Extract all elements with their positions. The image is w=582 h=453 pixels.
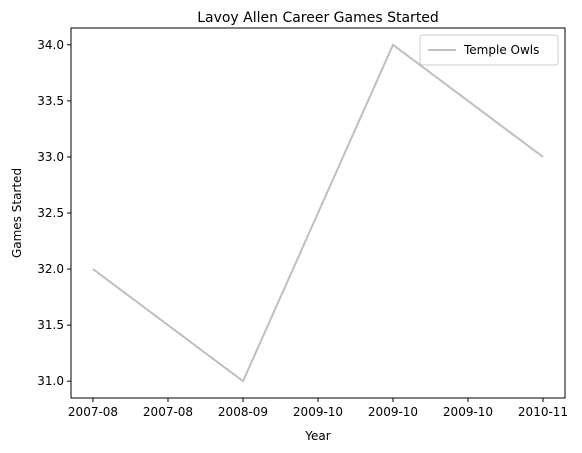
y-tick-label: 32.5 bbox=[37, 206, 64, 220]
y-tick-label: 32.0 bbox=[37, 262, 64, 276]
series-line-temple-owls bbox=[92, 43, 544, 383]
x-tick-label: 2009-10 bbox=[368, 405, 418, 419]
y-tick-label: 31.0 bbox=[37, 374, 64, 388]
y-axis-label: Games Started bbox=[10, 168, 24, 258]
legend: Temple Owls bbox=[419, 34, 559, 66]
x-tick-label: 2008-09 bbox=[218, 405, 268, 419]
x-tick-label: 2010-11 bbox=[518, 405, 568, 419]
x-axis: 2007-08 2007-08 2008-09 2009-10 2009-10 2009-… bbox=[68, 398, 568, 419]
x-tick-label: 2007-08 bbox=[143, 405, 193, 419]
x-tick-label: 2009-10 bbox=[443, 405, 493, 419]
y-axis: 31.0 31.5 32.0 32.5 33.0 33.5 34.0 bbox=[37, 38, 71, 388]
y-tick-label: 33.5 bbox=[37, 94, 64, 108]
legend-box bbox=[419, 34, 559, 66]
y-tick-label: 31.5 bbox=[37, 318, 64, 332]
y-tick-label: 34.0 bbox=[37, 38, 64, 52]
series-layer bbox=[92, 43, 544, 383]
chart-title: Lavoy Allen Career Games Started bbox=[197, 10, 439, 26]
x-tick-label: 2009-10 bbox=[293, 405, 343, 419]
legend-label-temple-owls: Temple Owls bbox=[463, 43, 539, 57]
x-tick-label: 2007-08 bbox=[68, 405, 118, 419]
y-tick-label: 33.0 bbox=[37, 150, 64, 164]
x-axis-label: Year bbox=[304, 429, 330, 443]
